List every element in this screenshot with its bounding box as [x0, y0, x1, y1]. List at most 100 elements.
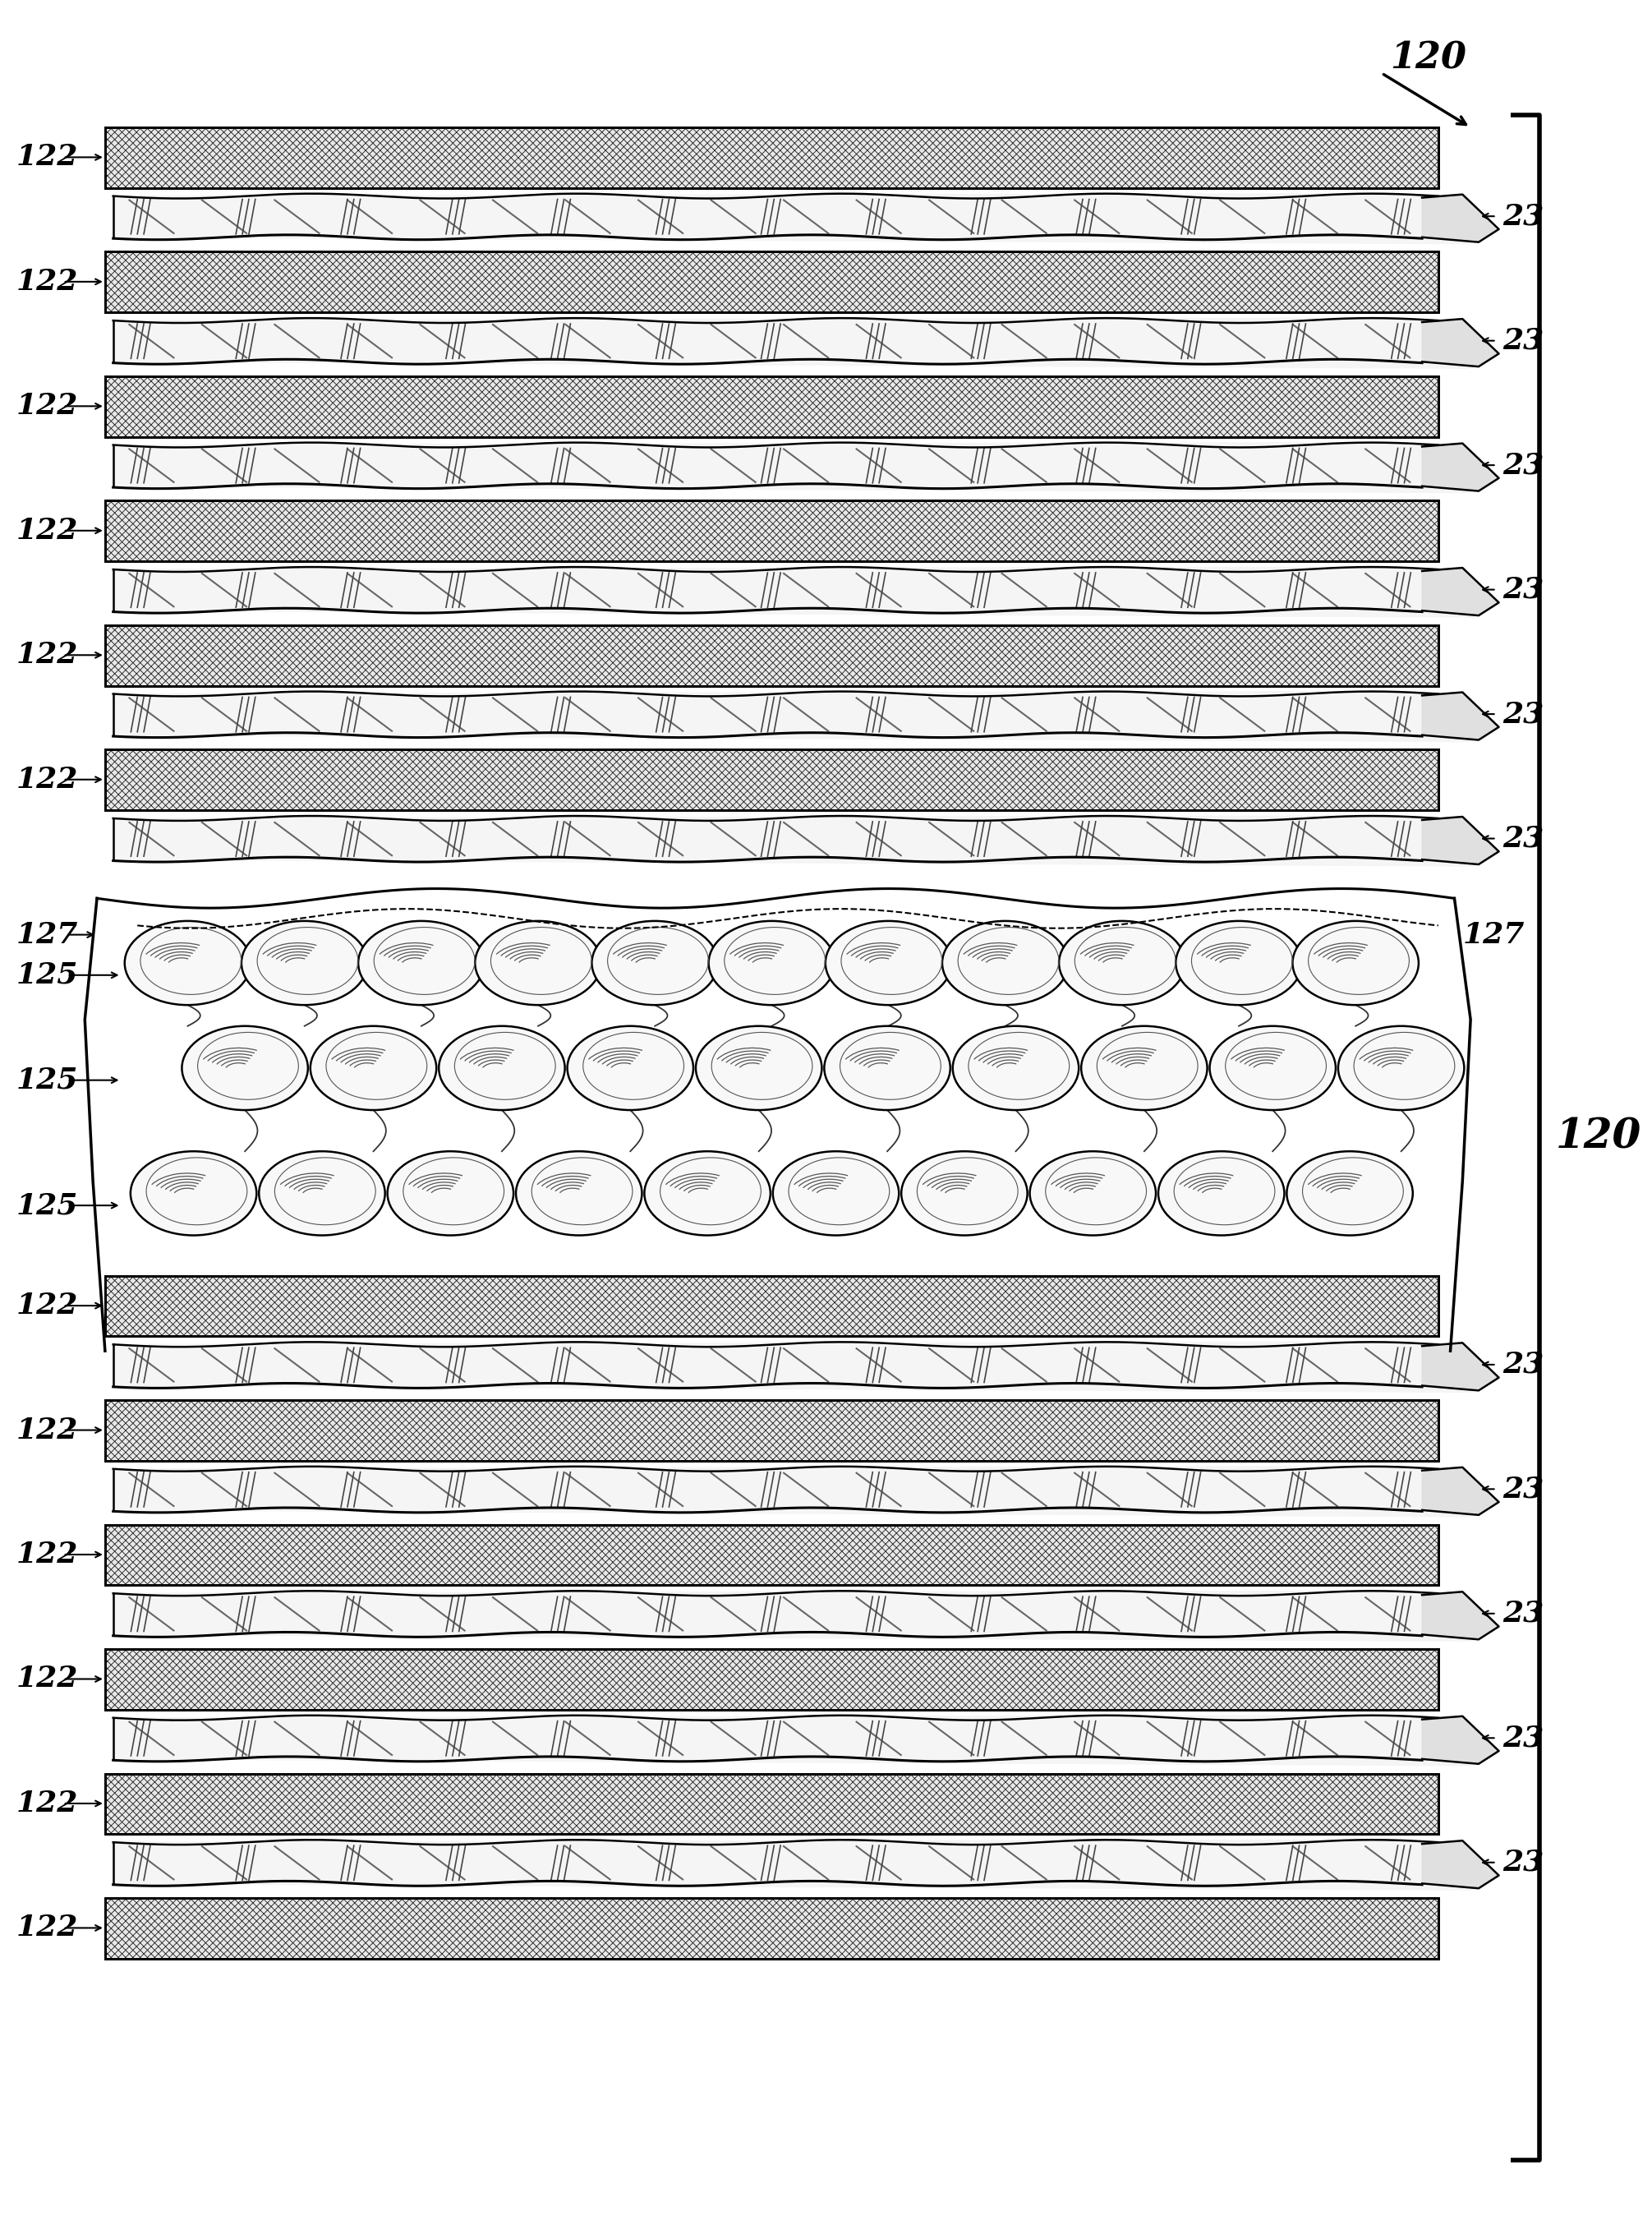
Text: 127: 127	[17, 921, 78, 948]
Bar	[106, 1773, 1439, 1833]
Polygon shape	[112, 692, 1495, 741]
Text: 23: 23	[1503, 327, 1545, 354]
Ellipse shape	[124, 921, 251, 1006]
Text: 23: 23	[1503, 1475, 1545, 1504]
Text: 23: 23	[1503, 701, 1545, 728]
Bar	[106, 376, 1439, 436]
Text: 23: 23	[1503, 1849, 1545, 1876]
Text: 125: 125	[17, 961, 78, 990]
Text: 122: 122	[17, 641, 78, 670]
Ellipse shape	[1292, 921, 1419, 1006]
Ellipse shape	[1029, 1150, 1156, 1235]
Polygon shape	[1422, 1591, 1498, 1640]
Ellipse shape	[131, 1150, 256, 1235]
Text: 122: 122	[17, 516, 78, 545]
Bar	[106, 127, 1439, 187]
Text: 125: 125	[17, 1190, 78, 1219]
Ellipse shape	[902, 1150, 1028, 1235]
Text: 122: 122	[17, 267, 78, 296]
Ellipse shape	[826, 921, 952, 1006]
Text: 23: 23	[1503, 452, 1545, 478]
Ellipse shape	[942, 921, 1069, 1006]
Ellipse shape	[358, 921, 484, 1006]
Text: 122: 122	[17, 392, 78, 421]
Polygon shape	[1422, 817, 1498, 863]
Ellipse shape	[311, 1026, 436, 1110]
Ellipse shape	[695, 1026, 821, 1110]
Bar	[106, 251, 1439, 312]
Ellipse shape	[773, 1150, 899, 1235]
Ellipse shape	[953, 1026, 1079, 1110]
Ellipse shape	[1209, 1026, 1336, 1110]
Text: 122: 122	[17, 1664, 78, 1693]
Polygon shape	[112, 443, 1495, 492]
Bar	[106, 1275, 1439, 1337]
Bar	[106, 1400, 1439, 1462]
Ellipse shape	[439, 1026, 565, 1110]
Bar	[106, 1649, 1439, 1709]
Ellipse shape	[182, 1026, 307, 1110]
Text: 120: 120	[1556, 1117, 1640, 1157]
Bar	[106, 251, 1439, 312]
Polygon shape	[1422, 194, 1498, 243]
Text: 23: 23	[1503, 576, 1545, 603]
Polygon shape	[1422, 692, 1498, 741]
Ellipse shape	[241, 921, 367, 1006]
Ellipse shape	[824, 1026, 950, 1110]
Text: 122: 122	[17, 1789, 78, 1818]
Polygon shape	[1422, 567, 1498, 616]
Text: 125: 125	[17, 1066, 78, 1095]
Bar	[106, 625, 1439, 685]
Bar	[106, 1773, 1439, 1833]
Ellipse shape	[1080, 1026, 1208, 1110]
Polygon shape	[112, 1715, 1495, 1764]
Bar	[106, 127, 1439, 187]
Bar	[106, 1649, 1439, 1709]
Polygon shape	[112, 817, 1495, 866]
Polygon shape	[112, 567, 1495, 616]
Text: 23: 23	[1503, 202, 1545, 229]
Polygon shape	[112, 1466, 1495, 1517]
Polygon shape	[1422, 1715, 1498, 1764]
Bar	[106, 625, 1439, 685]
Bar	[106, 750, 1439, 810]
Polygon shape	[1422, 318, 1498, 367]
Polygon shape	[112, 194, 1495, 245]
Ellipse shape	[644, 1150, 770, 1235]
Text: 120: 120	[1389, 40, 1467, 76]
Bar	[106, 750, 1439, 810]
Bar	[106, 1400, 1439, 1462]
Text: 23: 23	[1503, 1600, 1545, 1626]
Text: 23: 23	[1503, 1351, 1545, 1379]
Polygon shape	[112, 318, 1495, 367]
Ellipse shape	[1338, 1026, 1464, 1110]
Bar	[106, 1275, 1439, 1337]
Ellipse shape	[1059, 921, 1184, 1006]
Bar	[106, 376, 1439, 436]
Bar	[106, 1524, 1439, 1584]
Ellipse shape	[388, 1150, 514, 1235]
Ellipse shape	[515, 1150, 643, 1235]
Bar	[106, 501, 1439, 561]
Ellipse shape	[567, 1026, 694, 1110]
Text: 122: 122	[17, 1293, 78, 1319]
Text: 127: 127	[1462, 921, 1525, 948]
Ellipse shape	[476, 921, 601, 1006]
Ellipse shape	[1176, 921, 1302, 1006]
Text: 122: 122	[17, 142, 78, 171]
Polygon shape	[112, 1840, 1495, 1889]
Text: 122: 122	[17, 765, 78, 794]
Polygon shape	[112, 1342, 1495, 1393]
Text: 122: 122	[17, 1415, 78, 1444]
Ellipse shape	[259, 1150, 385, 1235]
Bar	[106, 1898, 1439, 1958]
Bar	[106, 501, 1439, 561]
Ellipse shape	[709, 921, 834, 1006]
Polygon shape	[1422, 1344, 1498, 1391]
Text: 122: 122	[17, 1540, 78, 1569]
Text: 23: 23	[1503, 825, 1545, 852]
Ellipse shape	[1158, 1150, 1284, 1235]
Text: 23: 23	[1503, 1724, 1545, 1751]
Text: 122: 122	[17, 1914, 78, 1942]
Polygon shape	[1422, 1466, 1498, 1515]
